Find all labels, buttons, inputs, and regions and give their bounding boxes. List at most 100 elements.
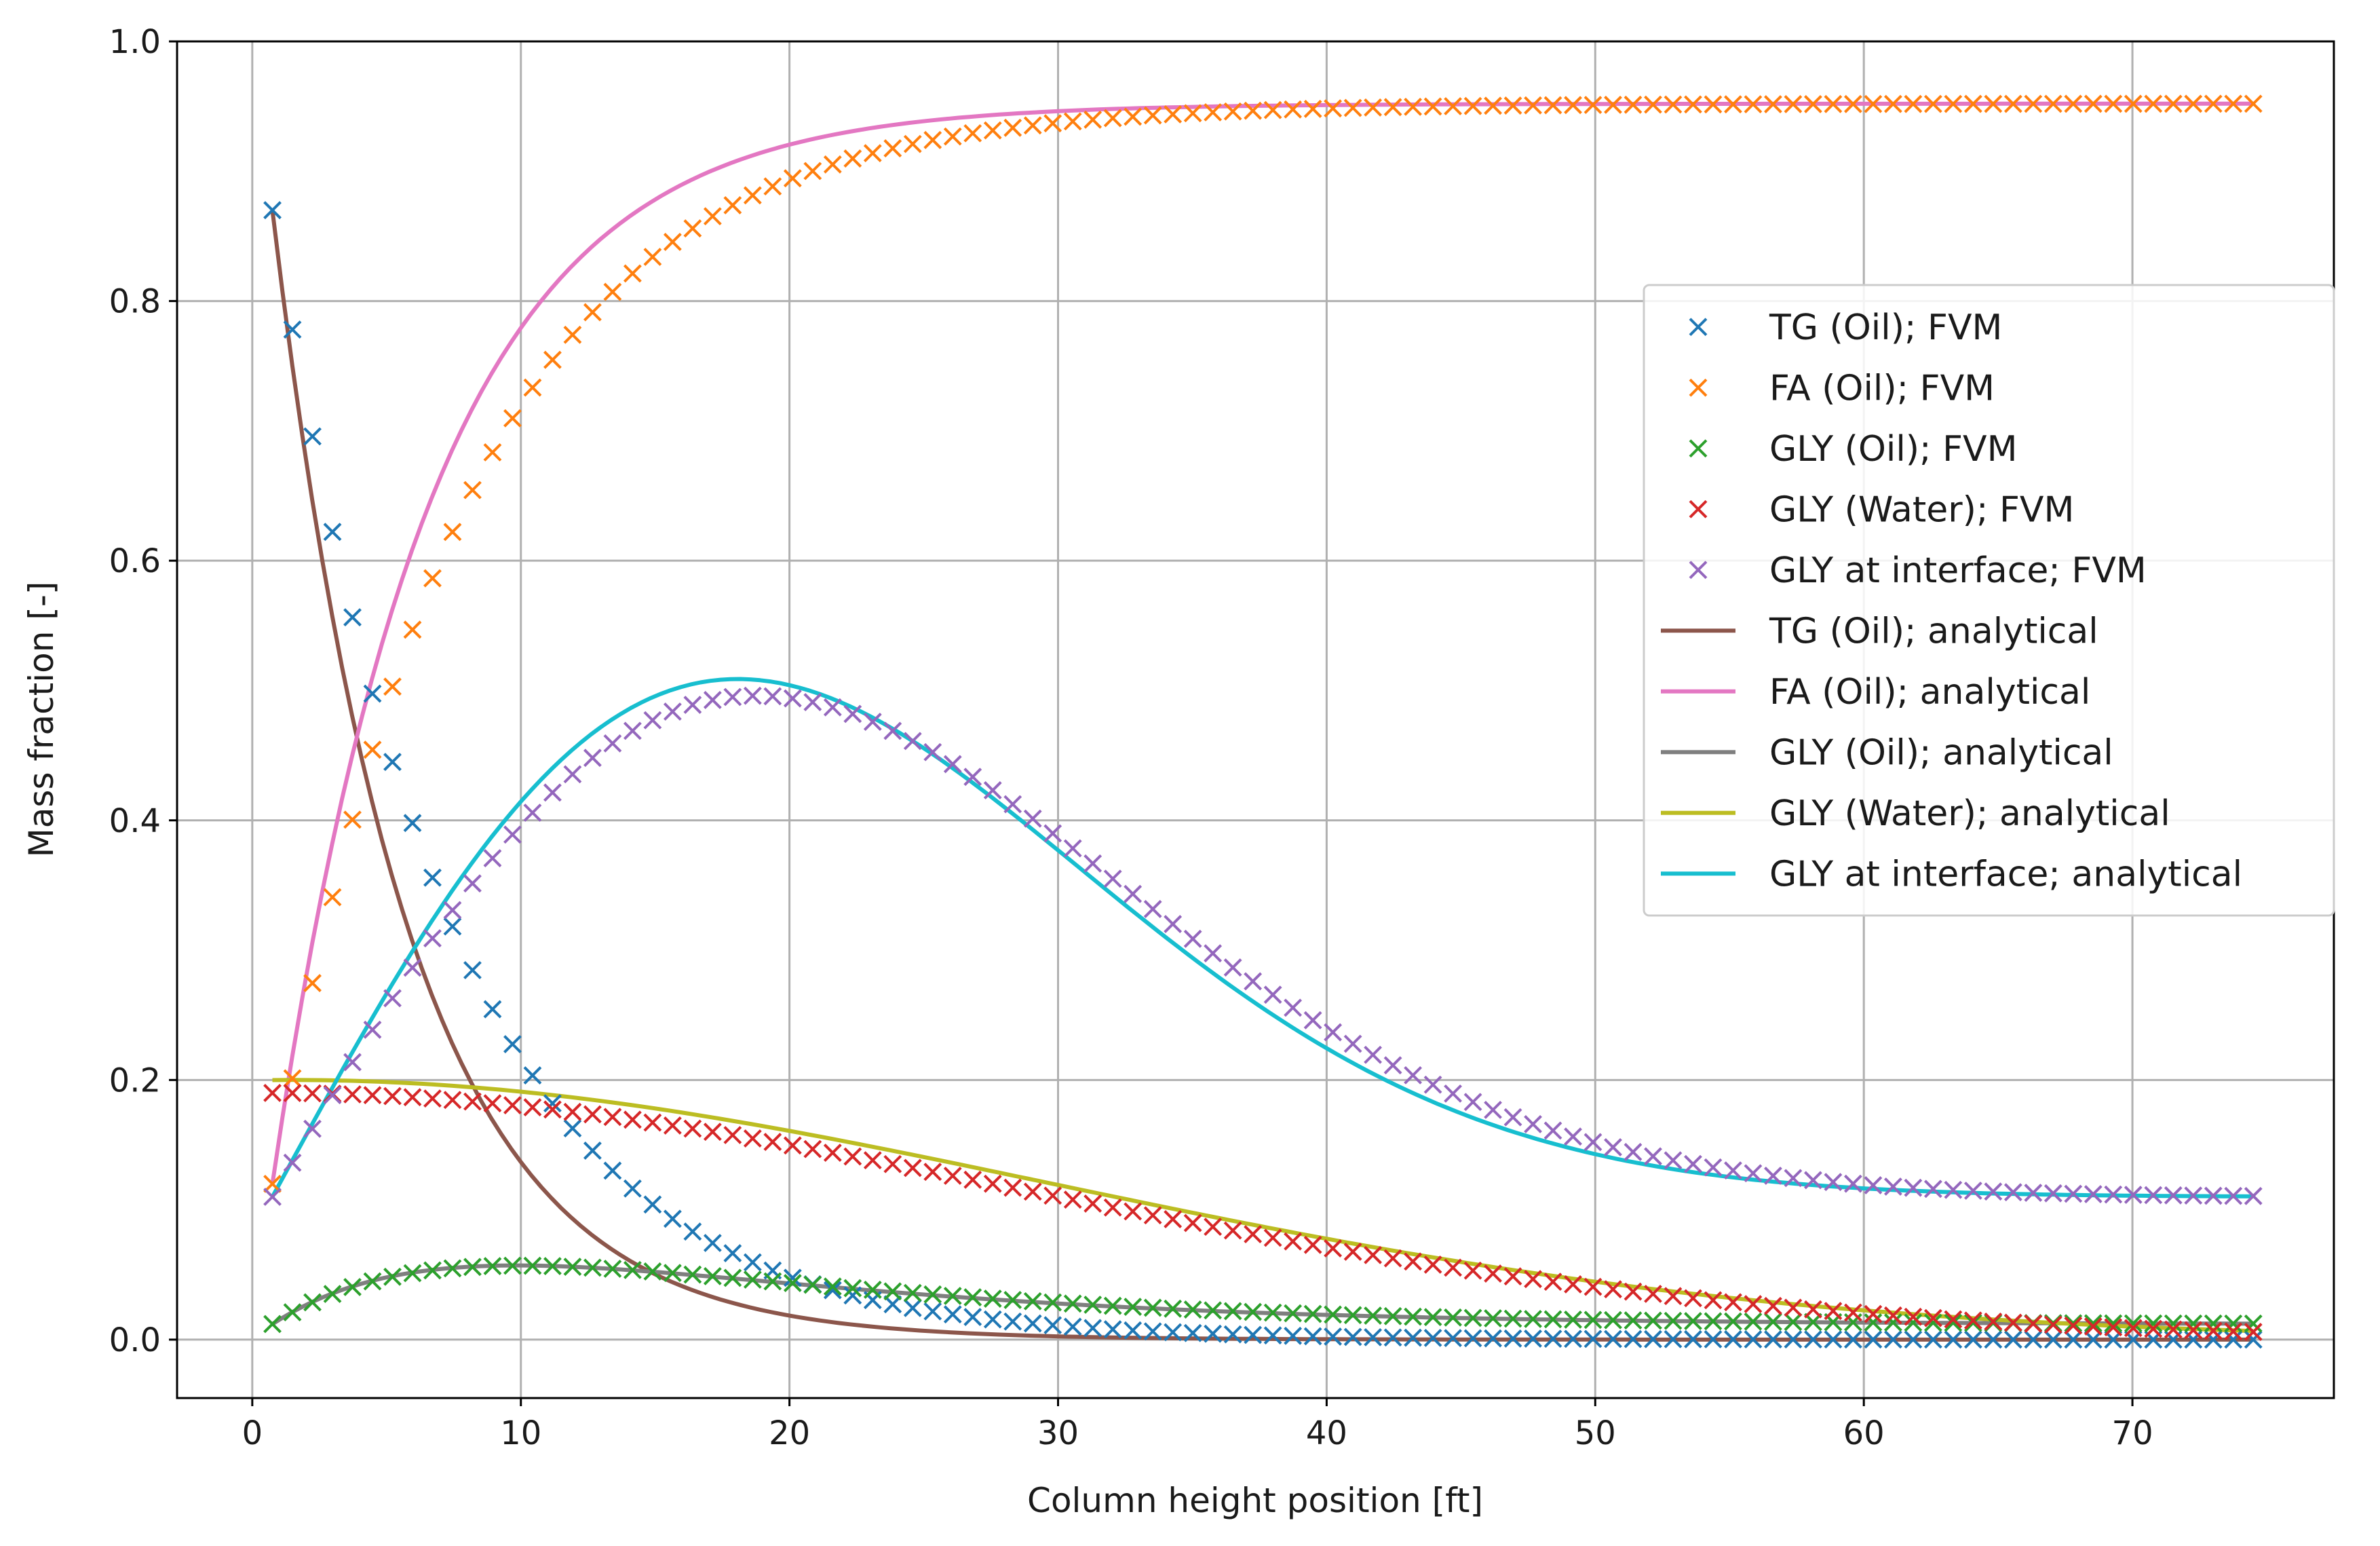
data-point [1904,1330,1923,1349]
data-point [543,1100,562,1119]
data-point [1604,1330,1622,1349]
data-point [763,177,782,196]
data-point [1923,1313,1942,1332]
data-point [2003,1313,2022,1332]
data-point [1564,1330,1582,1349]
data-point [2104,1318,2123,1337]
data-point [403,1088,422,1107]
data-point [463,1258,482,1277]
data-point [443,917,462,936]
data-point [743,1253,762,1272]
data-point [1423,97,1442,116]
data-point [1023,116,1042,135]
data-point [1524,1114,1542,1133]
data-point [343,608,362,626]
data-point [1063,1190,1082,1209]
data-point [1764,1296,1782,1315]
data-point [363,1086,382,1105]
data-point [1503,1329,1522,1348]
data-point [2084,1185,2103,1204]
data-point [943,755,962,774]
x-tick-label: 20 [769,1414,810,1452]
y-tick-label: 0.6 [109,542,161,580]
data-point [923,742,942,761]
data-point [843,1279,862,1298]
data-point [783,1268,802,1287]
data-point [1664,95,1683,114]
data-point [423,569,442,588]
data-point [1684,95,1702,114]
data-point [723,1126,742,1144]
data-point [2104,1314,2123,1333]
data-point [1843,1174,1862,1193]
data-point [1543,1272,1562,1292]
data-point [1724,1161,1742,1180]
series-markers [263,94,2263,1193]
data-point [283,320,302,339]
data-point [1644,1311,1662,1330]
data-point [683,1265,702,1284]
data-point [703,207,722,226]
data-point [523,1066,542,1085]
data-point [2184,1321,2203,1340]
data-point [263,1174,282,1193]
data-point [703,1267,722,1285]
data-point [343,1085,362,1104]
data-point [623,1260,642,1279]
x-tick-label: 50 [1575,1414,1616,1452]
data-point [403,620,422,639]
data-point [343,1053,362,1072]
data-point [323,888,342,907]
data-point [583,749,602,768]
data-point [1143,1322,1162,1341]
data-point [423,1261,442,1280]
x-tick-label: 40 [1306,1414,1347,1452]
data-point [1124,1321,1143,1340]
data-point [1824,94,1843,113]
data-point [1604,1138,1622,1156]
data-point [623,1110,642,1129]
data-point [1223,958,1242,977]
data-point [2144,1314,2163,1333]
data-point [2024,1315,2043,1333]
data-point [2003,1330,2022,1349]
data-point [1864,1313,1883,1332]
data-point [1764,1330,1782,1349]
data-point [403,1264,422,1283]
data-point [663,233,682,251]
data-point [943,1305,962,1324]
data-point [1744,95,1763,114]
data-point [2164,94,2183,113]
data-point [443,1259,462,1278]
data-point [1003,1312,1022,1331]
data-point [543,350,562,369]
data-point [263,1315,282,1334]
data-point [1063,839,1082,858]
data-point [1143,106,1162,125]
data-point [1043,114,1062,133]
x-tick-label: 30 [1037,1414,1079,1452]
data-point [983,1310,1002,1329]
data-point [2124,1319,2143,1338]
data-point [1524,96,1542,115]
data-point [2043,1330,2062,1349]
data-point [1944,1180,1963,1199]
data-point [903,1298,922,1317]
data-point [1604,1280,1622,1299]
data-point [1543,1121,1562,1140]
legend-label: TG (Oil); analytical [1769,611,2098,652]
data-point [1023,1314,1042,1333]
data-point [1103,1198,1122,1217]
data-point [1883,1330,1902,1349]
data-point [1524,1330,1542,1348]
data-point [503,825,522,844]
data-point [1223,102,1242,121]
data-point [1343,98,1362,117]
data-point [1284,1304,1303,1323]
data-point [743,1129,762,1148]
data-point [1843,1330,1862,1349]
data-point [423,1089,442,1108]
data-point [1463,96,1482,115]
data-point [1584,1311,1602,1330]
data-point [2104,1185,2123,1204]
